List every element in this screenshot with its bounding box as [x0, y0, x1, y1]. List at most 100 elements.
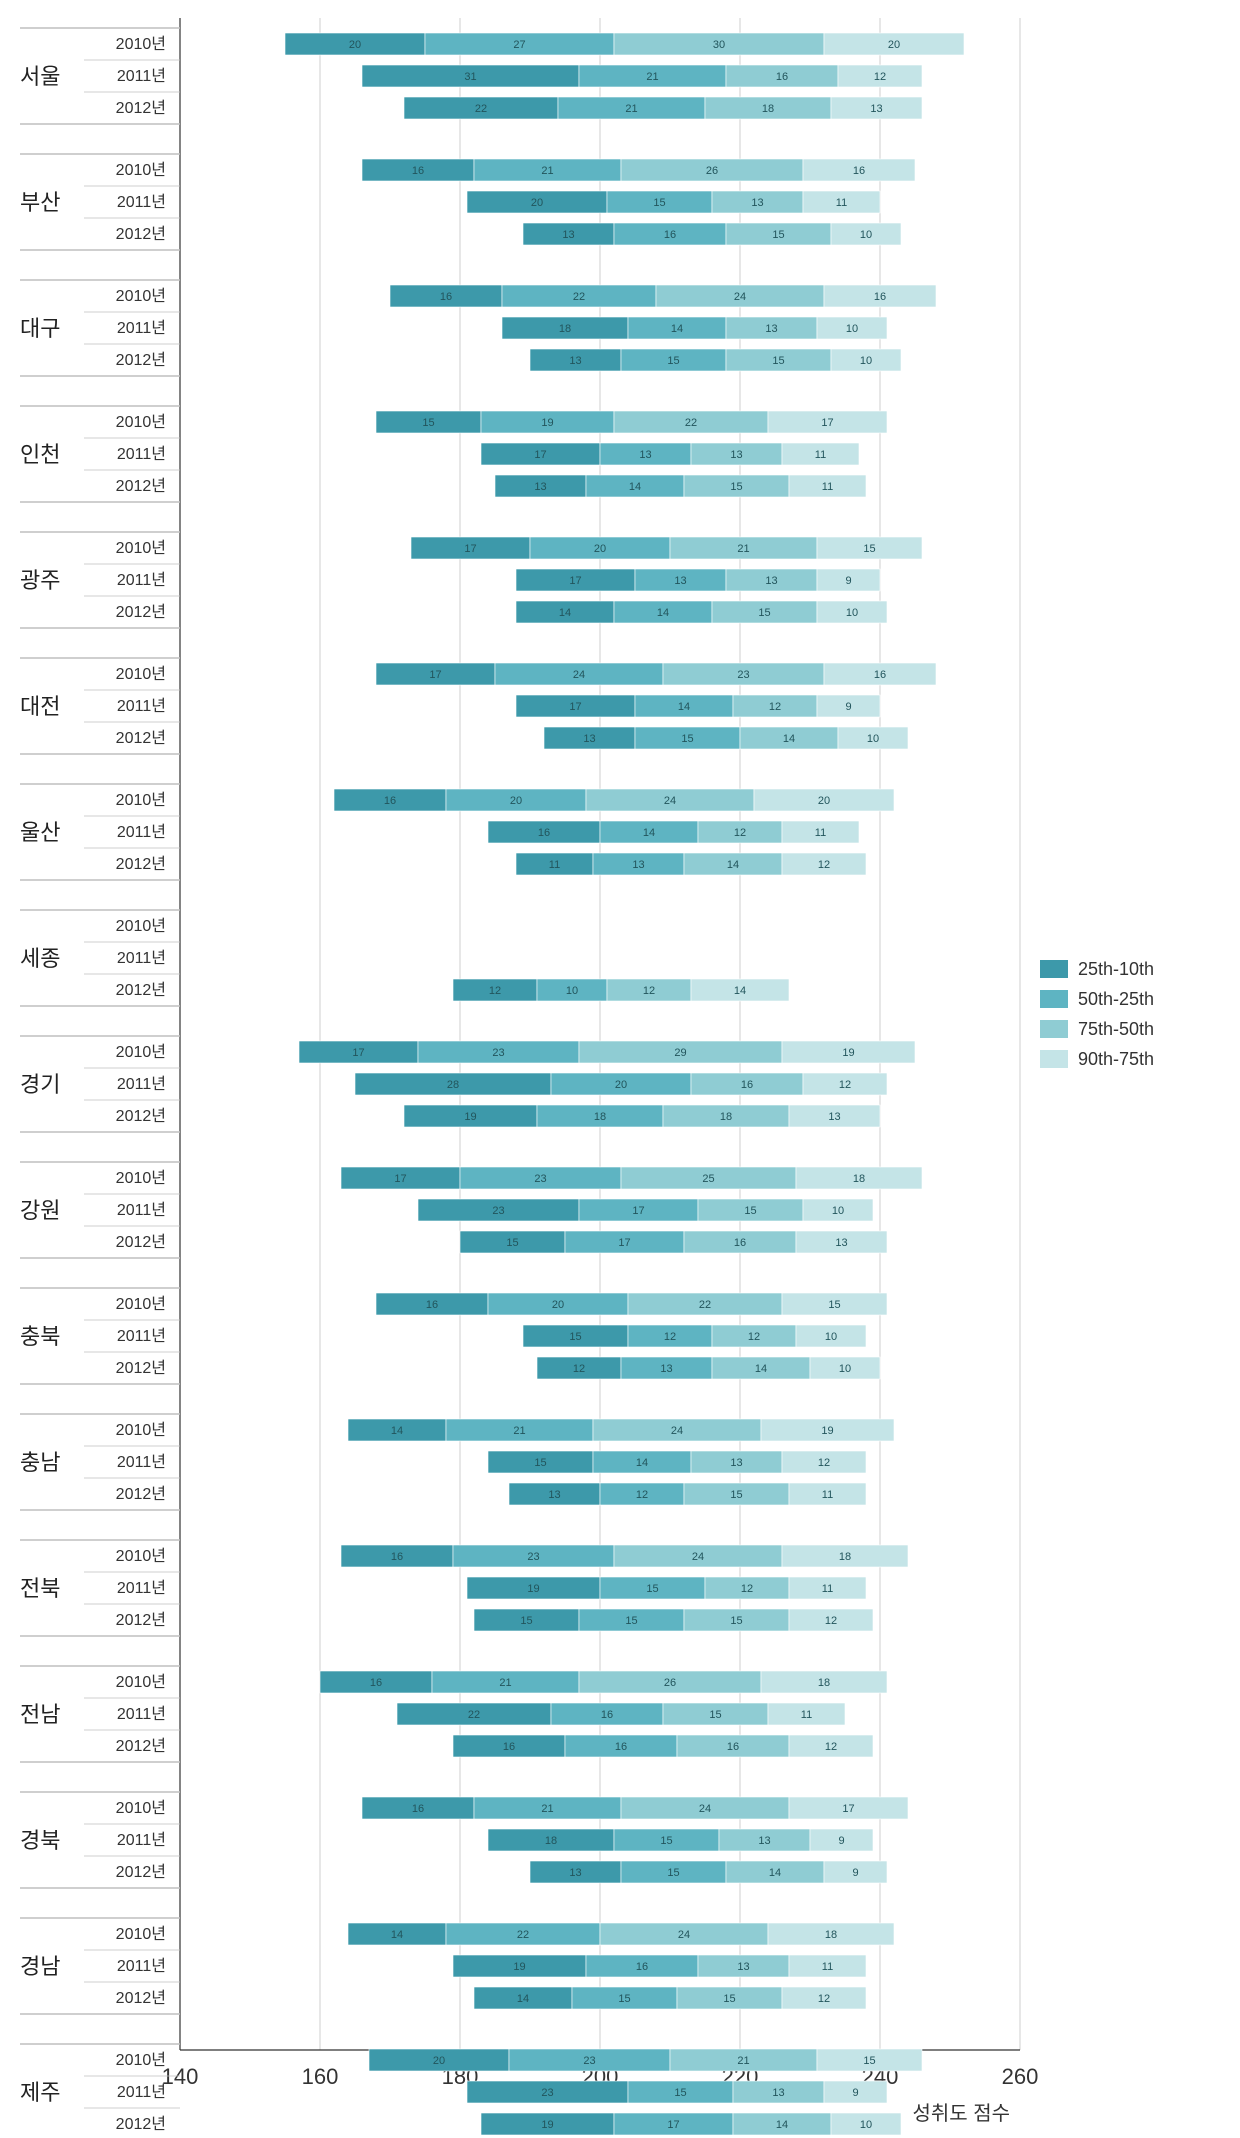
- legend-swatch: [1040, 1050, 1068, 1068]
- row-label: 2012년: [116, 1611, 166, 1629]
- bar-segment-value: 9: [845, 575, 851, 587]
- group-label: 제주: [20, 2080, 60, 2105]
- bar-segment-value: 18: [818, 1677, 830, 1689]
- group-label: 경기: [20, 1072, 60, 1097]
- row-label: 2012년: [116, 1107, 166, 1125]
- bar-segment-value: 15: [744, 1205, 756, 1217]
- bar-segment-value: 16: [538, 827, 550, 839]
- bar-segment-value: 14: [629, 481, 641, 493]
- group-label: 부산: [20, 190, 60, 215]
- bar-segment-value: 22: [475, 103, 487, 115]
- bar-segment-value: 13: [674, 575, 686, 587]
- bar-segment-value: 23: [492, 1205, 504, 1217]
- bar-segment-value: 20: [615, 1079, 627, 1091]
- bar-segment-value: 13: [660, 1363, 672, 1375]
- row-label: 2010년: [116, 1169, 166, 1187]
- bar-segment-value: 14: [517, 1993, 529, 2005]
- bar-segment-value: 24: [699, 1803, 711, 1815]
- bar-segment-value: 16: [384, 795, 396, 807]
- bar-segment-value: 21: [625, 103, 637, 115]
- bar-segment-value: 15: [520, 1615, 532, 1627]
- bar-segment-value: 10: [867, 733, 879, 745]
- bar-segment-value: 15: [569, 1331, 581, 1343]
- group-label: 서울: [20, 64, 60, 89]
- bar-segment-value: 25: [702, 1173, 714, 1185]
- bar-segment-value: 24: [692, 1551, 704, 1563]
- bar-segment-value: 17: [821, 417, 833, 429]
- bar-segment-value: 16: [853, 165, 865, 177]
- bar-segment-value: 17: [464, 543, 476, 555]
- x-tick-label: 160: [302, 2064, 339, 2089]
- group-label: 인천: [20, 442, 60, 467]
- bar-segment-value: 13: [639, 449, 651, 461]
- bar-segment-value: 19: [842, 1047, 854, 1059]
- bar-segment-value: 15: [758, 607, 770, 619]
- x-axis-label: 성취도 점수: [912, 2102, 1010, 2125]
- bar-segment-value: 16: [601, 1709, 613, 1721]
- bar-segment-value: 18: [839, 1551, 851, 1563]
- bar-segment-value: 15: [709, 1709, 721, 1721]
- group-label: 강원: [20, 1198, 60, 1223]
- legend-label: 25th-10th: [1078, 959, 1154, 979]
- bar-segment-value: 22: [573, 291, 585, 303]
- row-label: 2011년: [117, 445, 166, 463]
- legend-label: 50th-25th: [1078, 989, 1154, 1009]
- bar-segment-value: 14: [671, 323, 683, 335]
- bar-segment-value: 17: [618, 1237, 630, 1249]
- bar-segment-value: 11: [836, 197, 847, 209]
- bar-segment-value: 9: [845, 701, 851, 713]
- bar-segment-value: 17: [632, 1205, 644, 1217]
- bar-segment-value: 19: [513, 1961, 525, 1973]
- row-label: 2010년: [116, 1925, 166, 1943]
- bar-segment-value: 13: [730, 449, 742, 461]
- bar-segment-value: 30: [713, 39, 725, 51]
- bar-segment-value: 15: [667, 355, 679, 367]
- legend-swatch: [1040, 990, 1068, 1008]
- bar-segment-value: 12: [643, 985, 655, 997]
- bar-segment-value: 13: [548, 1489, 560, 1501]
- bar-segment-value: 16: [874, 291, 886, 303]
- bar-segment-value: 10: [846, 323, 858, 335]
- row-label: 2011년: [117, 193, 166, 211]
- bar-segment-value: 18: [825, 1929, 837, 1941]
- row-label: 2010년: [116, 1295, 166, 1313]
- bar-segment-value: 19: [821, 1425, 833, 1437]
- bar-segment-value: 17: [534, 449, 546, 461]
- bar-segment-value: 12: [734, 827, 746, 839]
- bar-segment-value: 16: [727, 1741, 739, 1753]
- bar-segment-value: 9: [852, 1867, 858, 1879]
- bar-segment-value: 10: [860, 229, 872, 241]
- bar-segment-value: 21: [737, 2055, 749, 2067]
- bar-segment-value: 14: [643, 827, 655, 839]
- bar-segment-value: 14: [657, 607, 669, 619]
- bar-segment-value: 10: [860, 2119, 872, 2131]
- row-label: 2011년: [117, 1327, 166, 1345]
- row-label: 2012년: [116, 729, 166, 747]
- bar-segment-value: 21: [737, 543, 749, 555]
- bar-segment-value: 12: [874, 71, 886, 83]
- bar-segment-value: 15: [660, 1835, 672, 1847]
- bar-segment-value: 15: [681, 733, 693, 745]
- bar-segment-value: 21: [513, 1425, 525, 1437]
- row-label: 2011년: [117, 1705, 166, 1723]
- bar-segment-value: 17: [569, 701, 581, 713]
- row-label: 2012년: [116, 603, 166, 621]
- legend-label: 90th-75th: [1078, 1049, 1154, 1069]
- row-label: 2011년: [117, 571, 166, 589]
- bar-segment-value: 20: [818, 795, 830, 807]
- bar-segment-value: 10: [846, 607, 858, 619]
- legend-swatch: [1040, 1020, 1068, 1038]
- row-label: 2011년: [117, 1579, 166, 1597]
- row-label: 2011년: [117, 949, 166, 967]
- bar-segment-value: 15: [730, 481, 742, 493]
- bar-segment-value: 12: [825, 1741, 837, 1753]
- bar-segment-value: 13: [534, 481, 546, 493]
- row-label: 2012년: [116, 981, 166, 999]
- bar-segment-value: 12: [818, 859, 830, 871]
- row-label: 2012년: [116, 1233, 166, 1251]
- bar-segment-value: 12: [818, 1457, 830, 1469]
- bar-segment-value: 12: [748, 1331, 760, 1343]
- bar-segment-value: 17: [667, 2119, 679, 2131]
- row-label: 2012년: [116, 855, 166, 873]
- group-label: 전북: [20, 1576, 60, 1601]
